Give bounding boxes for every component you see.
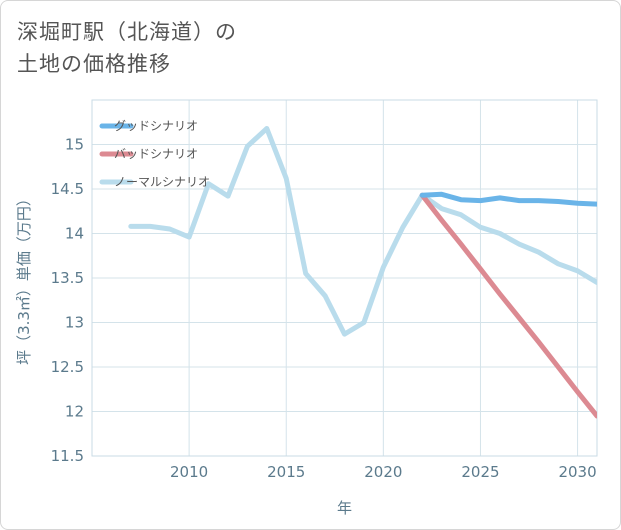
title-line-2: 土地の価格推移: [17, 52, 171, 76]
legend-item[interactable]: グッドシナリオ: [99, 119, 198, 133]
y-tick-label: 13.5: [51, 269, 84, 287]
x-axis-label: 年: [337, 499, 352, 517]
y-tick-label: 14.5: [51, 180, 84, 198]
y-tick-label: 13: [65, 314, 84, 332]
series-line-1: [419, 192, 597, 419]
x-tick-label: 2010: [170, 463, 208, 481]
plot-area: [91, 99, 598, 457]
y-axis-label: 坪（3.3㎡）単価（万円）: [15, 191, 33, 365]
y-tick-label: 15: [65, 136, 84, 154]
legend-label: グッドシナリオ: [114, 119, 198, 133]
y-tick-label: 14: [65, 225, 84, 243]
legend-label: ノーマルシナリオ: [114, 175, 210, 189]
y-tick-label: 12.5: [51, 358, 84, 376]
legend-label: バッドシナリオ: [114, 147, 198, 161]
y-tick-label: 11.5: [51, 447, 84, 465]
y-tick-label: 12: [65, 403, 84, 421]
legend-item[interactable]: ノーマルシナリオ: [99, 175, 210, 189]
series-lines: [128, 126, 597, 419]
x-tick-label: 2015: [267, 463, 305, 481]
legend-item[interactable]: バッドシナリオ: [99, 147, 198, 161]
title-line-1: 深堀町駅（北海道）の: [17, 20, 237, 44]
series-line-2: [128, 126, 597, 337]
x-tick-label: 2025: [461, 463, 499, 481]
y-tick-labels: 11.5 12 12.5 13 13.5 14 14.5 15: [51, 136, 84, 466]
x-tick-label: 2030: [558, 463, 596, 481]
x-tick-labels: 2010 2015 2020 2025 2030: [170, 463, 597, 481]
x-tick-label: 2020: [364, 463, 402, 481]
series-line-0: [419, 191, 597, 207]
chart-title: 深堀町駅（北海道）の 土地の価格推移: [17, 16, 237, 80]
